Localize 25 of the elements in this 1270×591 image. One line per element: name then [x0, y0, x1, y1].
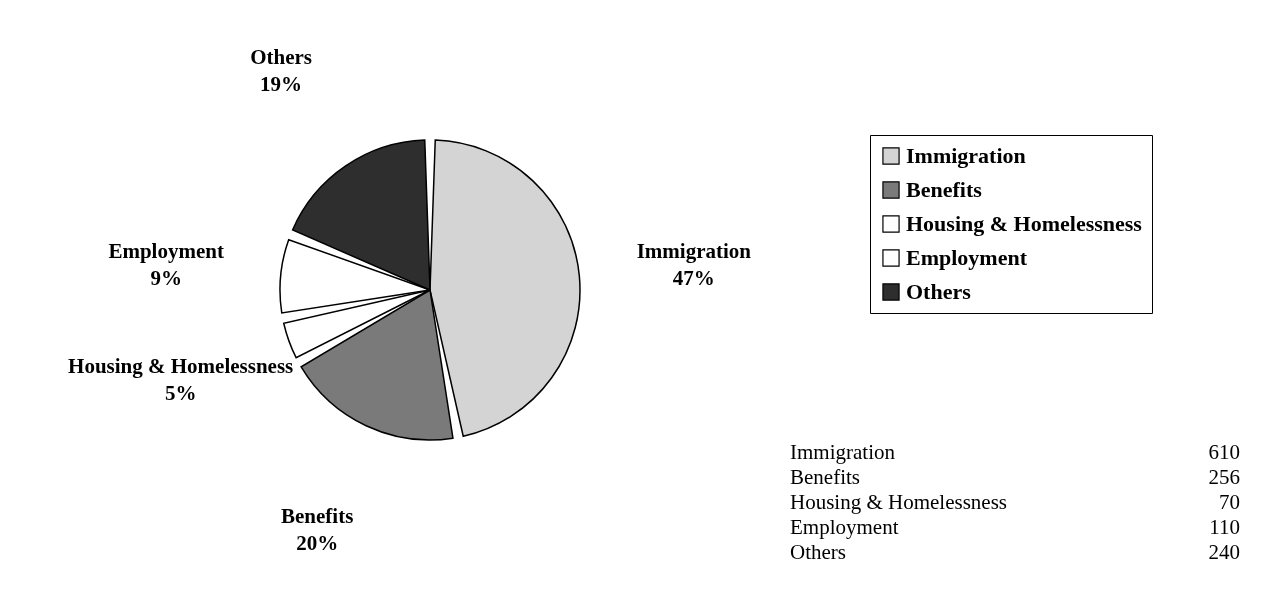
category-label: Benefits — [790, 464, 860, 489]
data-label: 47% — [672, 266, 715, 291]
legend-label: Benefits — [906, 177, 983, 202]
text: 610 — [1208, 439, 1240, 464]
data-label: 19% — [260, 71, 303, 96]
category-label: Immigration — [790, 439, 895, 464]
legend-label: Housing & Homelessness — [906, 211, 1143, 236]
slice-label: Employment — [108, 239, 224, 264]
slice-label: Housing & Homelessness — [68, 353, 294, 378]
data-label: 9% — [150, 266, 182, 291]
text: 240 — [1208, 539, 1240, 564]
category-label: Others — [790, 539, 846, 564]
slice-label: Benefits — [281, 503, 354, 528]
legend-label: Employment — [906, 245, 1028, 270]
data-label: 5% — [164, 380, 197, 405]
category-label: Housing & Homelessness — [790, 489, 1007, 514]
legend-label: Others — [906, 279, 972, 304]
slice-label: Immigration — [636, 239, 752, 264]
data-label: 20% — [296, 530, 339, 555]
category-label: Employment — [790, 514, 899, 539]
text: 256 — [1208, 464, 1240, 489]
slice-label: Others — [250, 44, 312, 69]
legend-label: Immigration — [906, 143, 1026, 168]
text: 110 — [1209, 514, 1240, 539]
text: 70 — [1219, 489, 1240, 514]
